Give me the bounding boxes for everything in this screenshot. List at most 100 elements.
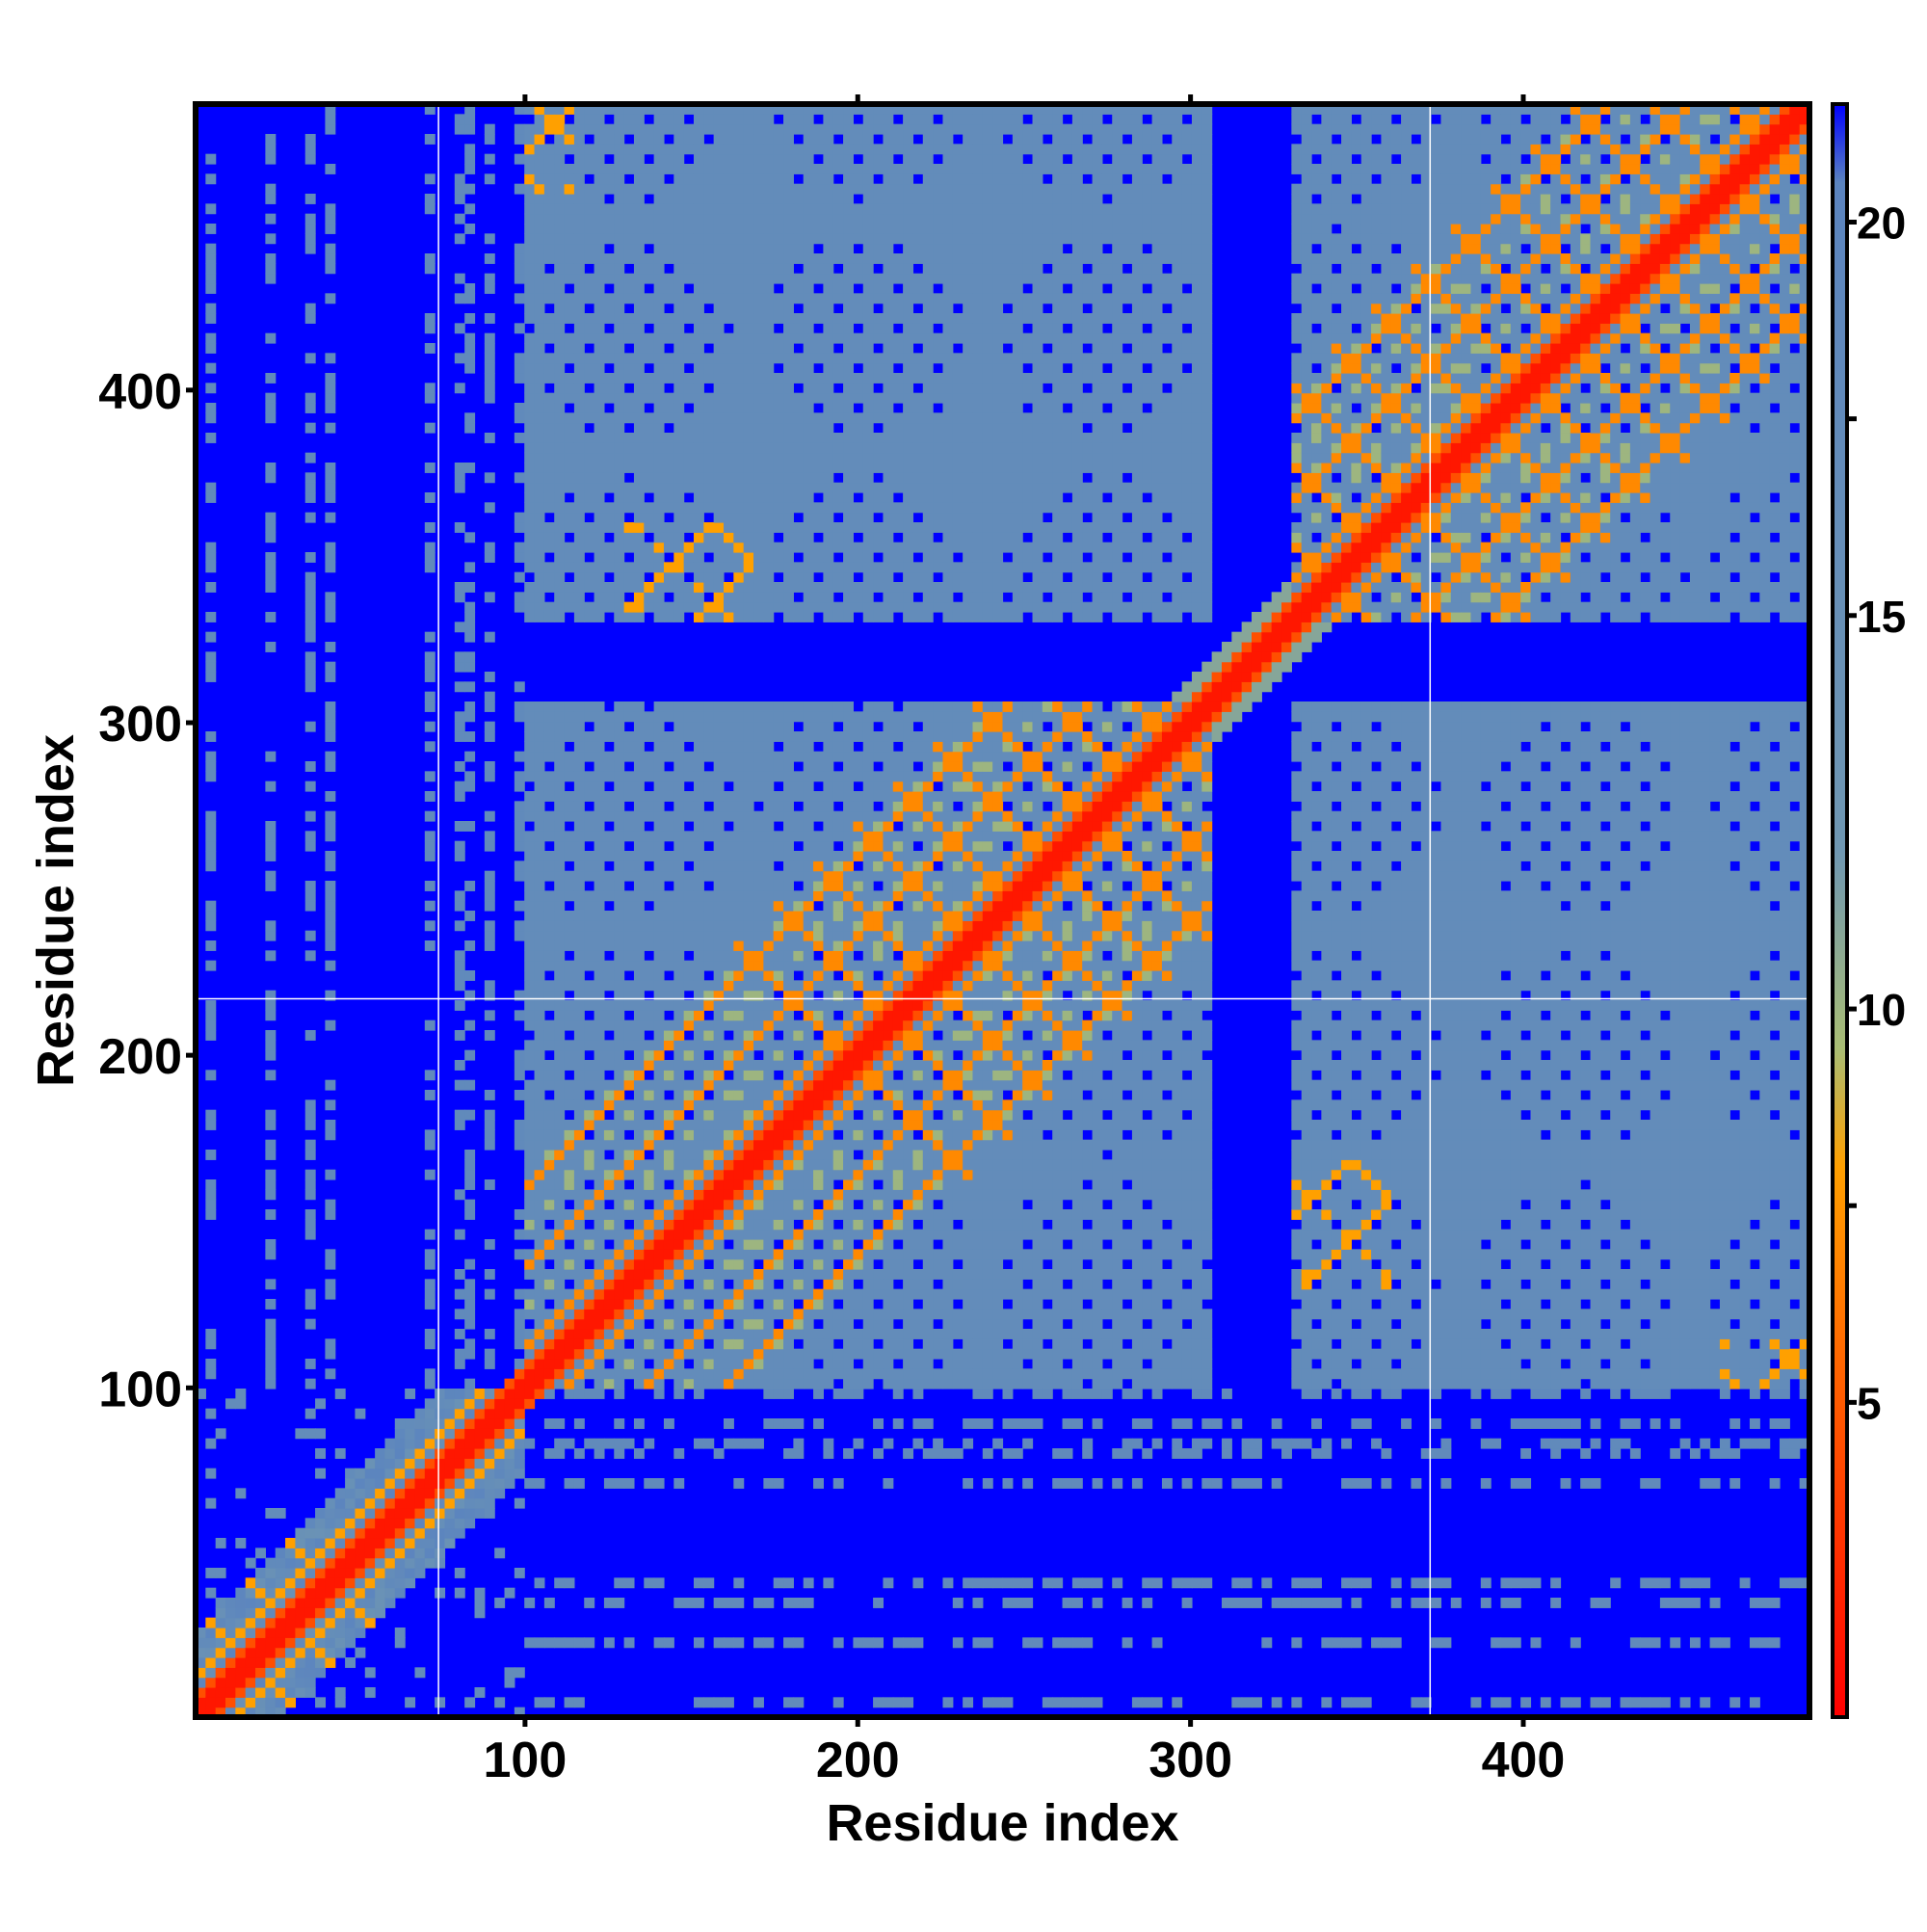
heatmap-cell bbox=[733, 1150, 745, 1160]
heatmap-cell bbox=[733, 203, 745, 215]
heatmap-cell bbox=[584, 1318, 595, 1330]
heatmap-cell bbox=[723, 114, 734, 125]
heatmap-cell bbox=[843, 1229, 855, 1240]
heatmap-cell bbox=[753, 731, 764, 742]
heatmap-cell bbox=[534, 1478, 545, 1489]
heatmap-cell bbox=[644, 263, 655, 275]
heatmap-cell bbox=[763, 1060, 775, 1071]
heatmap-cell bbox=[464, 681, 476, 693]
heatmap-cell bbox=[683, 940, 695, 951]
heatmap-cell bbox=[673, 1258, 685, 1270]
heatmap-cell bbox=[803, 731, 814, 742]
heatmap-cell bbox=[823, 1109, 834, 1121]
heatmap-cell bbox=[554, 422, 566, 434]
heatmap-cell bbox=[554, 1229, 566, 1240]
heatmap-cell bbox=[703, 422, 715, 434]
heatmap-cell bbox=[633, 224, 645, 234]
heatmap-cell bbox=[364, 1488, 376, 1499]
heatmap-cell bbox=[594, 840, 605, 852]
heatmap-cell bbox=[733, 1577, 745, 1589]
heatmap-cell bbox=[853, 980, 864, 992]
heatmap-cell bbox=[205, 1070, 217, 1081]
heatmap-cell bbox=[723, 433, 734, 443]
heatmap-cell bbox=[564, 970, 575, 981]
heatmap-cell bbox=[673, 1478, 685, 1489]
heatmap-cell bbox=[823, 123, 834, 135]
heatmap-cell bbox=[832, 1318, 844, 1330]
heatmap-cell bbox=[564, 731, 575, 742]
heatmap-cell bbox=[823, 851, 834, 861]
heatmap-cell bbox=[823, 213, 834, 225]
heatmap-cell bbox=[484, 1348, 495, 1360]
heatmap-cell bbox=[554, 383, 566, 394]
heatmap-cell bbox=[713, 1099, 725, 1111]
heatmap-cell bbox=[843, 422, 855, 434]
heatmap-cell bbox=[653, 582, 665, 593]
heatmap-cell bbox=[594, 601, 605, 613]
heatmap-cell bbox=[663, 213, 674, 225]
heatmap-cell bbox=[464, 1318, 476, 1330]
heatmap-cell bbox=[733, 562, 745, 573]
heatmap-cell bbox=[713, 771, 725, 782]
heatmap-cell bbox=[554, 751, 566, 762]
heatmap-cell bbox=[723, 1269, 734, 1280]
heatmap-cell bbox=[584, 940, 595, 951]
heatmap-cell bbox=[763, 592, 775, 603]
heatmap-cell bbox=[763, 1150, 775, 1160]
heatmap-cell bbox=[703, 213, 715, 225]
heatmap-cell bbox=[614, 253, 625, 264]
heatmap-cell bbox=[713, 950, 725, 962]
heatmap-cell bbox=[673, 592, 685, 603]
heatmap-cell bbox=[803, 771, 814, 782]
heatmap-cell bbox=[543, 1070, 555, 1081]
heatmap-cell bbox=[454, 1079, 465, 1091]
heatmap-cell bbox=[853, 930, 864, 941]
heatmap-cell bbox=[633, 840, 645, 852]
heatmap-cell bbox=[773, 801, 784, 812]
heatmap-cell bbox=[823, 362, 834, 374]
heatmap-cell bbox=[763, 383, 775, 394]
heatmap-cell bbox=[683, 1348, 695, 1360]
heatmap-cell bbox=[633, 353, 645, 364]
heatmap-cell bbox=[783, 1577, 794, 1589]
heatmap-cell bbox=[803, 562, 814, 573]
heatmap-cell bbox=[843, 362, 855, 374]
heatmap-cell bbox=[394, 1458, 406, 1469]
heatmap-cell bbox=[753, 1090, 764, 1100]
heatmap-cell bbox=[564, 920, 575, 932]
heatmap-cell bbox=[803, 1049, 814, 1061]
heatmap-cell bbox=[703, 1697, 715, 1708]
heatmap-cell bbox=[773, 243, 784, 254]
heatmap-cell bbox=[723, 373, 734, 384]
heatmap-cell bbox=[345, 1548, 356, 1559]
heatmap-cell bbox=[723, 911, 734, 921]
heatmap-cell bbox=[673, 1189, 685, 1201]
heatmap-cell bbox=[543, 224, 555, 234]
heatmap-cell bbox=[823, 1010, 834, 1021]
heatmap-cell bbox=[315, 1587, 327, 1599]
heatmap-cell bbox=[633, 960, 645, 971]
heatmap-cell bbox=[524, 403, 536, 413]
heatmap-cell bbox=[304, 1299, 316, 1310]
heatmap-cell bbox=[663, 1348, 674, 1360]
heatmap-cell bbox=[644, 134, 655, 145]
heatmap-cell bbox=[653, 293, 665, 304]
heatmap-cell bbox=[803, 1189, 814, 1201]
heatmap-cell bbox=[543, 1199, 555, 1210]
heatmap-cell bbox=[573, 1189, 585, 1201]
heatmap-cell bbox=[803, 711, 814, 723]
heatmap-cell bbox=[832, 1079, 844, 1091]
heatmap-cell bbox=[265, 1010, 277, 1021]
heatmap-cell bbox=[304, 243, 316, 254]
heatmap-cell bbox=[265, 1577, 277, 1589]
heatmap-cell bbox=[424, 1139, 436, 1151]
heatmap-cell bbox=[623, 1258, 635, 1270]
heatmap-cell bbox=[803, 153, 814, 165]
heatmap-cell bbox=[534, 571, 545, 583]
heatmap-cell bbox=[753, 821, 764, 832]
heatmap-cell bbox=[205, 542, 217, 553]
heatmap-cell bbox=[514, 412, 525, 424]
heatmap-cell bbox=[743, 1359, 754, 1369]
heatmap-cell bbox=[763, 512, 775, 523]
heatmap-cell bbox=[245, 1607, 256, 1619]
